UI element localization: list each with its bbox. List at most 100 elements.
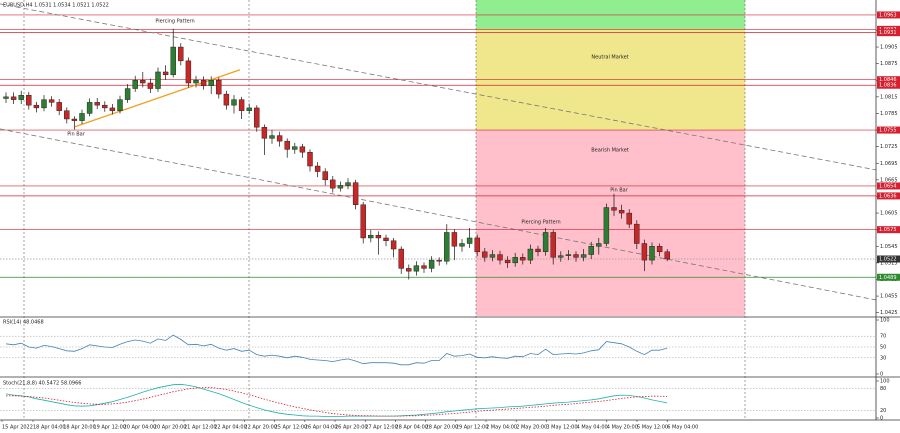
candle-body [314, 165, 321, 172]
candle-body [261, 127, 268, 139]
x-tick-label: 2 May 20:00 [516, 425, 547, 431]
candle-body [330, 179, 336, 189]
y-tick-label: 1.0695 [880, 161, 898, 167]
zone [476, 130, 745, 316]
annotation: Pin Bar [67, 132, 86, 138]
level-label: 1.0522 [879, 256, 897, 262]
candle-body [231, 99, 237, 106]
candle-body [216, 80, 222, 95]
candle-body [656, 246, 663, 253]
level-label: 1.0489 [879, 275, 897, 281]
x-tick-label: 19 Apr 12:00 [93, 425, 126, 431]
candle-body [421, 265, 427, 269]
indicator-line [5, 383, 668, 417]
candle-body [102, 104, 108, 109]
candle-body [109, 107, 116, 111]
level-label: 1.0963 [879, 12, 897, 18]
candle-body [406, 268, 412, 272]
level-box [877, 182, 900, 190]
candle-body [185, 60, 192, 84]
candle-body [504, 259, 511, 264]
candle-body [208, 80, 214, 86]
candle-body [588, 246, 594, 255]
candle-body [664, 251, 670, 260]
candle-body [299, 146, 306, 153]
x-tick-label: 18 Apr 20:00 [63, 425, 96, 431]
level-box [877, 76, 900, 84]
x-tick-label: 4 May 20:00 [607, 425, 638, 431]
candle-body [26, 94, 32, 106]
x-tick-label: 22 Apr 20:00 [244, 425, 277, 431]
candle-body [626, 212, 632, 225]
candle-body [352, 182, 359, 205]
candle-body [246, 107, 252, 111]
x-tick-label: 20 Apr 20:00 [154, 425, 187, 431]
candle-body [79, 113, 85, 121]
candle-body [436, 259, 442, 262]
candle-body [284, 140, 290, 150]
level-box [877, 126, 900, 134]
candle-body [71, 118, 78, 121]
candle-body [345, 182, 351, 186]
level-label: 1.0836 [879, 83, 897, 89]
candle-body [527, 248, 534, 261]
candle-body [565, 254, 572, 256]
level-box [877, 81, 900, 89]
candle-body [238, 99, 245, 111]
candle-body [94, 102, 100, 106]
x-tick-label: 26 Apr 20:00 [335, 425, 368, 431]
candle-body [10, 96, 17, 100]
annotation: Piercing Pattern [155, 19, 194, 25]
zone-label: Bearish Market [591, 148, 629, 154]
x-tick-label: 15 Apr 2022 [2, 425, 33, 431]
x-tick-label: 26 Apr 04:00 [305, 425, 338, 431]
indicator-title: Stoch(21,8,8) 40.5472 58.0966 [3, 381, 81, 387]
candle-body [56, 102, 62, 111]
candle-body [573, 254, 579, 258]
level-label: 1.0931 [879, 30, 897, 36]
candle-body [558, 255, 564, 258]
candle-body [497, 254, 503, 261]
y-tick-label: 30 [880, 355, 886, 361]
level-box [877, 11, 900, 19]
candle-body [147, 82, 154, 89]
y-tick-label: 1.0605 [880, 211, 898, 217]
candle-body [444, 232, 450, 262]
x-tick-label: 6 May 04:00 [667, 425, 698, 431]
candle-body [360, 204, 366, 239]
candle-body [482, 251, 488, 258]
candle-body [117, 99, 123, 111]
candle-body [18, 94, 24, 100]
level-label: 1.0636 [879, 193, 897, 199]
candle-body [155, 71, 161, 89]
candle-body [474, 237, 480, 253]
candle-body [375, 235, 382, 239]
trendline [74, 69, 241, 128]
x-tick-label: 28 Apr 04:00 [395, 425, 428, 431]
axis-bg [876, 0, 900, 433]
candle-body [337, 185, 344, 189]
candle-body [413, 265, 420, 272]
level-label: 1.0575 [879, 227, 897, 233]
candle-body [64, 110, 70, 120]
candle-body [451, 232, 458, 247]
candle-body [520, 257, 526, 261]
candle-body [254, 107, 260, 128]
candle-body [611, 207, 617, 211]
candle-body [223, 93, 230, 106]
candle-body [634, 223, 640, 244]
candle-body [459, 243, 465, 247]
y-tick-label: 1.0815 [880, 94, 898, 100]
x-tick-label: 29 Apr 12:00 [456, 425, 489, 431]
candle-body [41, 99, 47, 109]
chart-header: EURUSD,H4 1.0531 1.0534 1.0521 1.0522 [3, 3, 109, 9]
x-tick-label: 5 May 12:00 [637, 425, 668, 431]
candle-body [489, 254, 496, 258]
candle-body [292, 146, 298, 150]
level-box [877, 192, 900, 200]
y-tick-label: 1.0515 [880, 260, 898, 266]
candle-body [542, 232, 549, 253]
candle-body [550, 232, 556, 258]
annotation: Pin Bar [610, 188, 629, 194]
y-tick-label: 80 [880, 386, 886, 392]
